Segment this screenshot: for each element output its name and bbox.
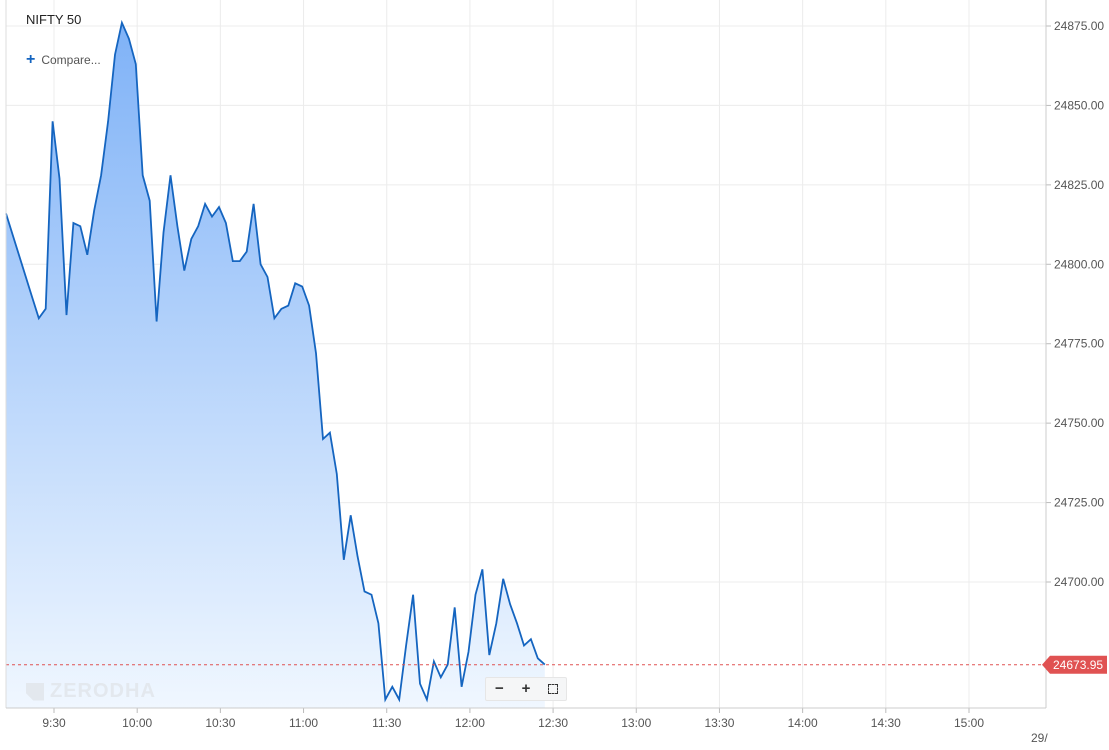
tick-labels: 24700.00 24725.00 24750.00 24775.00 24800.00…: [42, 19, 1104, 745]
y-tick-label: 24825.00: [1054, 178, 1104, 192]
x-tick-label: 14:00: [788, 716, 818, 730]
watermark-text: ZERODHA: [50, 680, 156, 702]
axes: [5, 0, 1051, 713]
y-tick-label: 24750.00: [1054, 416, 1104, 430]
x-tick-label: 11:00: [289, 716, 318, 730]
x-tick-label: 12:00: [455, 716, 485, 730]
compare-label: Compare...: [41, 53, 101, 67]
price-line: [5, 19, 546, 703]
next-day-label: 29/: [1031, 731, 1048, 745]
y-tick-label: 24875.00: [1054, 19, 1104, 33]
zerodha-logo-icon: [26, 682, 44, 701]
price-area: [6, 22, 545, 709]
grid: [6, 0, 1046, 708]
compare-button[interactable]: + Compare...: [26, 51, 101, 68]
x-tick-label: 15:00: [954, 716, 984, 730]
y-tick-label: 24800.00: [1054, 257, 1104, 271]
instrument-title: NIFTY 50: [26, 12, 82, 27]
x-tick-label: 10:30: [205, 716, 235, 730]
zoom-controls: − +: [485, 677, 567, 701]
x-tick-label: 13:00: [621, 716, 651, 730]
plus-icon: +: [26, 51, 36, 68]
zerodha-watermark: ZERODHA: [26, 680, 156, 703]
x-tick-label: 11:30: [372, 716, 401, 730]
last-price-label: 24673.95: [1053, 658, 1103, 672]
last-price-tag: [1042, 655, 1107, 674]
minus-icon[interactable]: −: [494, 680, 504, 697]
x-tick-label: 14:30: [871, 716, 901, 730]
y-tick-label: 24725.00: [1054, 496, 1104, 510]
y-tick-label: 24700.00: [1054, 575, 1104, 589]
x-tick-label: 10:00: [122, 716, 152, 730]
x-tick-label: 12:30: [538, 716, 568, 730]
y-tick-label: 24775.00: [1054, 337, 1104, 351]
x-tick-label: 9:30: [42, 716, 66, 730]
y-tick-label: 24850.00: [1054, 98, 1104, 112]
plus-icon[interactable]: +: [521, 680, 531, 697]
x-tick-label: 13:30: [704, 716, 734, 730]
fullscreen-icon[interactable]: [547, 684, 558, 694]
last-price-tag-group: 24673.95: [1042, 655, 1107, 674]
